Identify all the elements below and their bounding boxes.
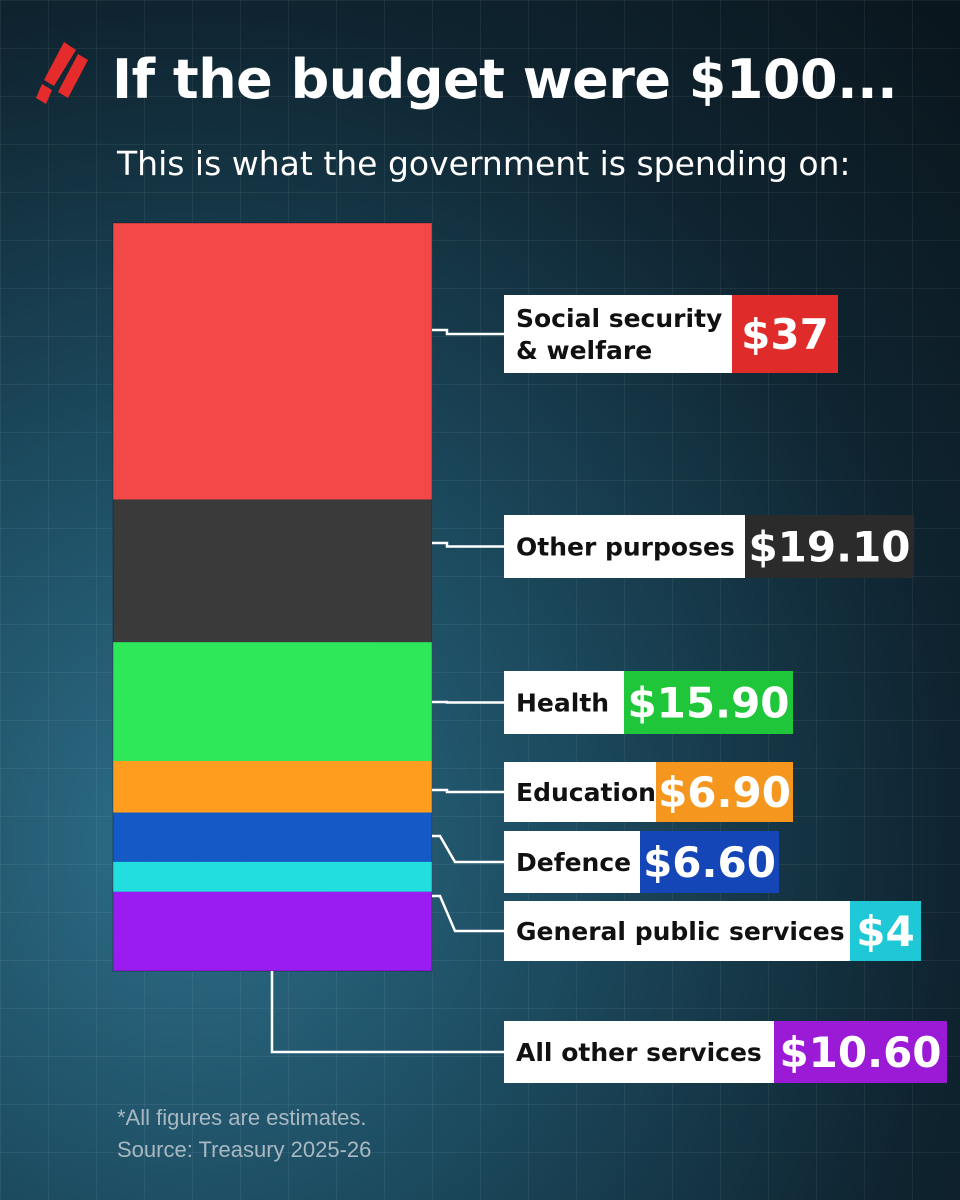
value-label-5: $6.60 xyxy=(643,838,776,887)
connector-line-7 xyxy=(270,971,504,1054)
category-label-1-line-2: & welfare xyxy=(516,336,652,365)
category-label-box-3 xyxy=(504,671,624,734)
connector-line-3 xyxy=(432,700,504,704)
value-box-7 xyxy=(774,1021,947,1083)
value-label-3: $15.90 xyxy=(627,679,789,728)
category-label-box-2 xyxy=(504,515,745,578)
value-box-3 xyxy=(624,671,793,734)
bar-segment-5 xyxy=(113,812,432,862)
value-label-2: $19.10 xyxy=(748,523,910,572)
category-label-2: Other purposes xyxy=(516,533,735,562)
value-box-1 xyxy=(732,295,838,373)
connector-line-4 xyxy=(432,788,504,794)
footnote: *All figures are estimates. Source: Trea… xyxy=(117,1102,371,1166)
value-box-5 xyxy=(640,831,779,893)
value-label-6: $4 xyxy=(856,907,914,956)
bar-segment-7 xyxy=(113,891,432,971)
category-label-box-6 xyxy=(504,901,850,961)
value-label-4: $6.90 xyxy=(658,768,791,817)
footnote-estimates: *All figures are estimates. xyxy=(117,1105,367,1130)
category-label-box-7 xyxy=(504,1021,774,1083)
category-label-6: General public services xyxy=(516,917,845,946)
bar-segment-2 xyxy=(113,499,432,643)
value-box-2 xyxy=(745,515,914,578)
category-label-3: Health xyxy=(516,689,609,718)
category-label-box-4 xyxy=(504,762,656,822)
connector-line-2 xyxy=(432,541,504,548)
bar-segment-4 xyxy=(113,761,432,813)
category-label-4: Education xyxy=(516,778,656,807)
footnote-source: Source: Treasury 2025-26 xyxy=(117,1137,372,1162)
connector-line-6 xyxy=(432,894,504,933)
connector-line-5 xyxy=(432,834,504,864)
value-label-7: $10.60 xyxy=(779,1028,941,1077)
bar-segment-6 xyxy=(113,861,432,892)
category-label-5: Defence xyxy=(516,848,631,877)
bar-segment-1 xyxy=(113,223,432,500)
bar-segment-3 xyxy=(113,642,432,762)
category-label-1-line-1: Social security xyxy=(516,304,722,333)
category-label-box-1 xyxy=(504,295,732,373)
brand-logo-icon xyxy=(36,42,88,104)
value-box-6 xyxy=(850,901,921,961)
connector-line-1 xyxy=(432,328,504,336)
category-label-7: All other services xyxy=(516,1038,762,1067)
value-label-1: $37 xyxy=(741,310,829,359)
page-title: If the budget were $100... xyxy=(112,48,898,111)
page-subtitle: This is what the government is spending … xyxy=(117,144,851,183)
category-label-box-5 xyxy=(504,831,640,893)
value-box-4 xyxy=(656,762,793,822)
